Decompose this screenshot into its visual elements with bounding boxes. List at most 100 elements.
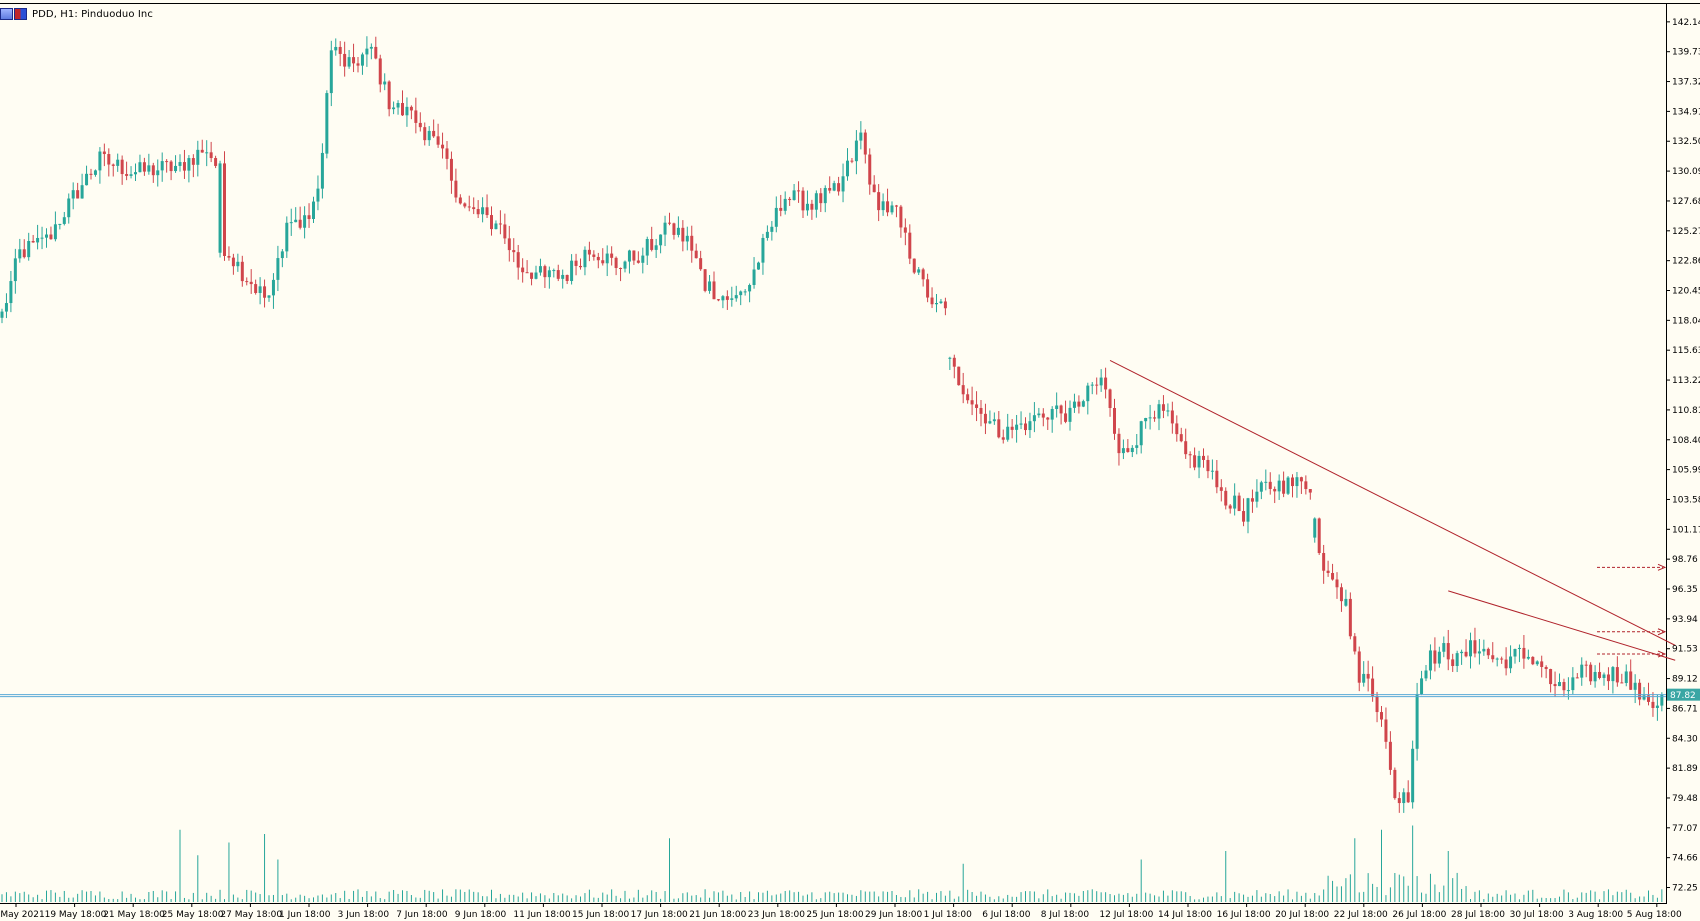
- candle: [1611, 666, 1615, 694]
- candle-body: [1513, 649, 1517, 657]
- candle: [89, 168, 93, 180]
- candle: [142, 157, 146, 176]
- candle-body: [1393, 769, 1397, 799]
- candle: [979, 399, 983, 427]
- candle: [650, 226, 654, 252]
- candle: [516, 244, 520, 280]
- candle-body: [62, 217, 66, 224]
- candle: [748, 283, 752, 303]
- candle: [788, 196, 792, 206]
- candle: [1366, 660, 1370, 692]
- candle-body: [13, 258, 17, 282]
- candle: [80, 173, 84, 199]
- candle: [1348, 592, 1352, 640]
- candle: [1415, 682, 1419, 761]
- candle-body: [850, 160, 854, 162]
- x-tick-label: 1 Jul 18:00: [924, 910, 973, 920]
- candle-body: [970, 400, 974, 405]
- candle: [1642, 687, 1646, 701]
- candle: [378, 54, 382, 93]
- candle: [1264, 469, 1268, 491]
- trendlines[interactable]: [1109, 360, 1676, 661]
- candle: [850, 157, 854, 164]
- candle: [1228, 504, 1232, 514]
- candle: [530, 272, 534, 286]
- candle-body: [1295, 477, 1299, 487]
- candle: [614, 256, 618, 276]
- candle: [552, 268, 556, 278]
- candle: [1250, 489, 1254, 513]
- candle: [992, 412, 996, 425]
- candle: [1113, 398, 1116, 440]
- candle: [783, 191, 787, 215]
- candle: [587, 241, 591, 262]
- y-tick-label: 134.91: [1672, 107, 1700, 117]
- candle-body: [1032, 415, 1036, 422]
- candle: [1602, 672, 1606, 686]
- candle: [1246, 497, 1250, 534]
- candle-body: [561, 274, 565, 279]
- chart-window-icon[interactable]: [0, 8, 13, 20]
- candle-body: [1184, 441, 1188, 455]
- candle: [1460, 649, 1464, 665]
- candle: [1148, 404, 1152, 430]
- candle-body: [1299, 477, 1303, 482]
- chart-type-icon[interactable]: [14, 8, 27, 20]
- candle-body: [1282, 480, 1286, 494]
- candle: [236, 253, 240, 272]
- candle-body: [441, 144, 445, 149]
- candle-body: [285, 222, 289, 252]
- price-level-arrows[interactable]: [1597, 563, 1667, 658]
- candle-body: [894, 205, 898, 207]
- candle-body: [1068, 407, 1072, 422]
- candle: [1001, 429, 1005, 444]
- candle-body: [659, 234, 663, 246]
- current-price-label: 87.82: [1670, 691, 1696, 701]
- candle-body: [1046, 417, 1050, 420]
- candle: [872, 175, 876, 193]
- candle-body: [1166, 410, 1170, 412]
- candle: [792, 183, 796, 201]
- candle-body: [0, 311, 4, 318]
- candle-body: [200, 149, 204, 153]
- candle-body: [1104, 377, 1108, 390]
- candle-body: [1491, 655, 1495, 660]
- candle-body: [1380, 712, 1383, 720]
- candle-body: [1402, 792, 1406, 804]
- candle-body: [521, 267, 525, 273]
- y-tick-label: 105.99: [1672, 466, 1700, 476]
- candle: [1090, 382, 1094, 395]
- candle-body: [668, 222, 671, 224]
- candle: [1549, 668, 1553, 693]
- candle: [570, 254, 574, 285]
- candle: [1575, 672, 1579, 679]
- candle-body: [1313, 518, 1317, 538]
- candle-body: [1028, 421, 1032, 431]
- candle: [503, 213, 507, 245]
- price-axis[interactable]: 142.14 139.73 137.32 134.91 132.50 130.09 127.…: [1666, 18, 1700, 894]
- candle-body: [1242, 511, 1246, 522]
- candle-body: [672, 223, 676, 235]
- candle-body: [22, 249, 26, 258]
- candle: [1371, 666, 1375, 702]
- candle: [1451, 653, 1455, 672]
- current-price-tag: 87.82: [1667, 688, 1700, 701]
- candle: [1535, 660, 1539, 666]
- candle-body: [721, 296, 725, 301]
- candle: [9, 270, 13, 313]
- candle-body: [165, 161, 169, 163]
- candle-body: [147, 165, 151, 172]
- candle: [102, 143, 106, 167]
- candle-body: [1126, 448, 1130, 453]
- candle-body: [543, 266, 547, 278]
- candle-body: [414, 110, 418, 123]
- candle-body: [1428, 650, 1432, 671]
- candle: [1308, 489, 1312, 500]
- candle-body: [525, 272, 529, 274]
- candle: [1633, 674, 1637, 704]
- candle: [1593, 665, 1597, 688]
- chart-header: PDD, H1: Pinduoduo Inc: [0, 6, 153, 22]
- candle: [347, 50, 351, 69]
